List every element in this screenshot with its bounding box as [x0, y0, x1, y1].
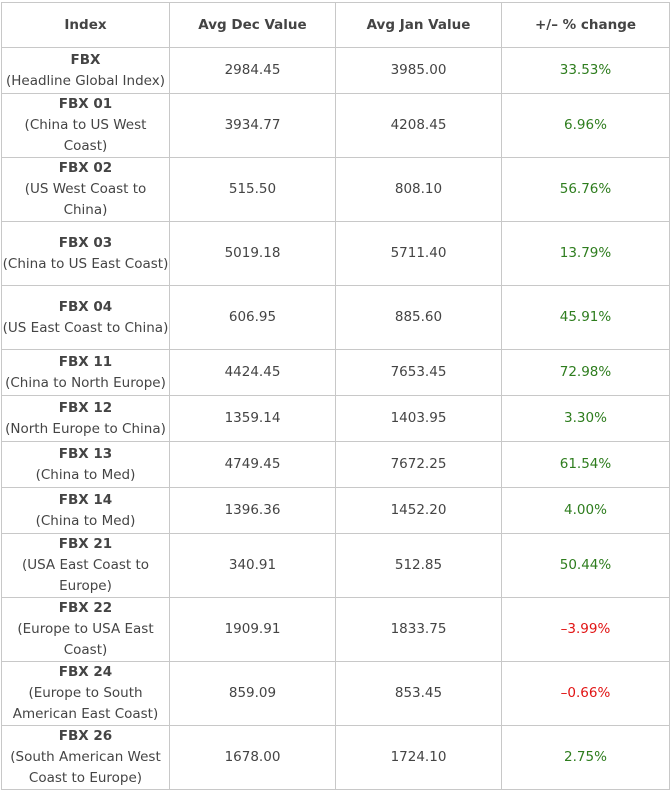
avg-dec-cell: 606.95: [169, 285, 336, 350]
avg-dec-cell: 4749.45: [169, 441, 336, 488]
avg-jan-cell: 1452.20: [335, 487, 502, 534]
index-description: (North Europe to China): [5, 420, 166, 437]
table-row: FBX 13 (China to Med) 4749.45 7672.25 61.…: [1, 441, 670, 488]
table-row: FBX (Headline Global Index) 2984.45 3985.…: [1, 47, 670, 94]
header-index: Index: [1, 2, 170, 48]
change-cell: 13.79%: [501, 221, 670, 286]
avg-jan-cell: 1833.75: [335, 597, 502, 662]
change-cell: –3.99%: [501, 597, 670, 662]
header-avg-dec: Avg Dec Value: [169, 2, 336, 48]
index-code: FBX 24: [58, 664, 113, 680]
change-cell: 50.44%: [501, 533, 670, 598]
change-cell: 2.75%: [501, 725, 670, 790]
change-cell: 3.30%: [501, 395, 670, 442]
avg-dec-cell: 859.09: [169, 661, 336, 726]
index-cell: FBX 24 (Europe to South American East Coa…: [1, 661, 170, 726]
header-row: Index Avg Dec Value Avg Jan Value +/– % …: [1, 2, 670, 48]
change-cell: 72.98%: [501, 349, 670, 396]
index-cell: FBX 13 (China to Med): [1, 441, 170, 488]
header-change: +/– % change: [501, 2, 670, 48]
change-cell: 4.00%: [501, 487, 670, 534]
avg-jan-cell: 4208.45: [335, 93, 502, 158]
change-cell: 61.54%: [501, 441, 670, 488]
index-description: (US West Coast to China): [24, 181, 147, 218]
avg-jan-cell: 808.10: [335, 157, 502, 222]
avg-dec-cell: 3934.77: [169, 93, 336, 158]
index-code: FBX 02: [58, 160, 113, 176]
table-row: FBX 21 (USA East Coast to Europe) 340.91 …: [1, 533, 670, 598]
index-description: (China to Med): [35, 512, 136, 529]
table-row: FBX 02 (US West Coast to China) 515.50 80…: [1, 157, 670, 222]
index-cell: FBX 12 (North Europe to China): [1, 395, 170, 442]
index-code: FBX 01: [58, 96, 113, 112]
index-description: (China to North Europe): [5, 374, 166, 391]
avg-dec-cell: 4424.45: [169, 349, 336, 396]
table-row: FBX 24 (Europe to South American East Coa…: [1, 661, 670, 726]
index-code: FBX 13: [58, 445, 113, 462]
table-row: FBX 11 (China to North Europe) 4424.45 76…: [1, 349, 670, 396]
avg-dec-cell: 1359.14: [169, 395, 336, 442]
avg-jan-cell: 3985.00: [335, 47, 502, 94]
index-code: FBX: [70, 51, 101, 68]
table-row: FBX 26 (South American West Coast to Euro…: [1, 725, 670, 790]
change-cell: –0.66%: [501, 661, 670, 726]
avg-dec-cell: 1396.36: [169, 487, 336, 534]
table-row: FBX 14 (China to Med) 1396.36 1452.20 4.0…: [1, 487, 670, 534]
avg-dec-cell: 1678.00: [169, 725, 336, 790]
avg-jan-cell: 7653.45: [335, 349, 502, 396]
change-cell: 6.96%: [501, 93, 670, 158]
index-cell: FBX 26 (South American West Coast to Euro…: [1, 725, 170, 790]
header-avg-jan: Avg Jan Value: [335, 2, 502, 48]
avg-dec-cell: 1909.91: [169, 597, 336, 662]
index-cell: FBX 14 (China to Med): [1, 487, 170, 534]
index-description: (USA East Coast to Europe): [21, 557, 150, 594]
index-description: (China to US West Coast): [24, 117, 147, 154]
change-cell: 33.53%: [501, 47, 670, 94]
avg-jan-cell: 1724.10: [335, 725, 502, 790]
index-code: FBX 11: [58, 353, 113, 370]
avg-dec-cell: 515.50: [169, 157, 336, 222]
index-description: (Europe to South American East Coast): [12, 685, 159, 722]
avg-dec-cell: 5019.18: [169, 221, 336, 286]
index-cell: FBX 01 (China to US West Coast): [1, 93, 170, 158]
avg-jan-cell: 7672.25: [335, 441, 502, 488]
avg-jan-cell: 853.45: [335, 661, 502, 726]
table-row: FBX 22 (Europe to USA East Coast) 1909.91…: [1, 597, 670, 662]
table-row: FBX 12 (North Europe to China) 1359.14 14…: [1, 395, 670, 442]
table-row: FBX 03 (China to US East Coast) 5019.18 5…: [1, 221, 670, 286]
index-description: (US East Coast to China): [2, 319, 169, 336]
avg-dec-cell: 2984.45: [169, 47, 336, 94]
index-code: FBX 04: [58, 298, 113, 315]
index-cell: FBX (Headline Global Index): [1, 47, 170, 94]
table-row: FBX 04 (US East Coast to China) 606.95 88…: [1, 285, 670, 350]
index-code: FBX 03: [58, 234, 113, 251]
index-cell: FBX 11 (China to North Europe): [1, 349, 170, 396]
index-code: FBX 14: [58, 491, 113, 508]
index-description: (Headline Global Index): [5, 72, 165, 89]
index-code: FBX 22: [58, 600, 113, 616]
index-cell: FBX 02 (US West Coast to China): [1, 157, 170, 222]
index-cell: FBX 21 (USA East Coast to Europe): [1, 533, 170, 598]
avg-jan-cell: 885.60: [335, 285, 502, 350]
index-description: (Europe to USA East Coast): [17, 621, 154, 658]
index-description: (South American West Coast to Europe): [10, 749, 161, 786]
index-cell: FBX 04 (US East Coast to China): [1, 285, 170, 350]
avg-jan-cell: 1403.95: [335, 395, 502, 442]
index-description: (China to Med): [35, 466, 136, 483]
index-cell: FBX 22 (Europe to USA East Coast): [1, 597, 170, 662]
index-code: FBX 12: [58, 399, 113, 416]
avg-jan-cell: 512.85: [335, 533, 502, 598]
avg-dec-cell: 340.91: [169, 533, 336, 598]
avg-jan-cell: 5711.40: [335, 221, 502, 286]
index-code: FBX 21: [58, 536, 113, 552]
index-description: (China to US East Coast): [2, 255, 169, 272]
change-cell: 56.76%: [501, 157, 670, 222]
table-row: FBX 01 (China to US West Coast) 3934.77 4…: [1, 93, 670, 158]
change-cell: 45.91%: [501, 285, 670, 350]
index-code: FBX 26: [58, 728, 113, 744]
index-cell: FBX 03 (China to US East Coast): [1, 221, 170, 286]
